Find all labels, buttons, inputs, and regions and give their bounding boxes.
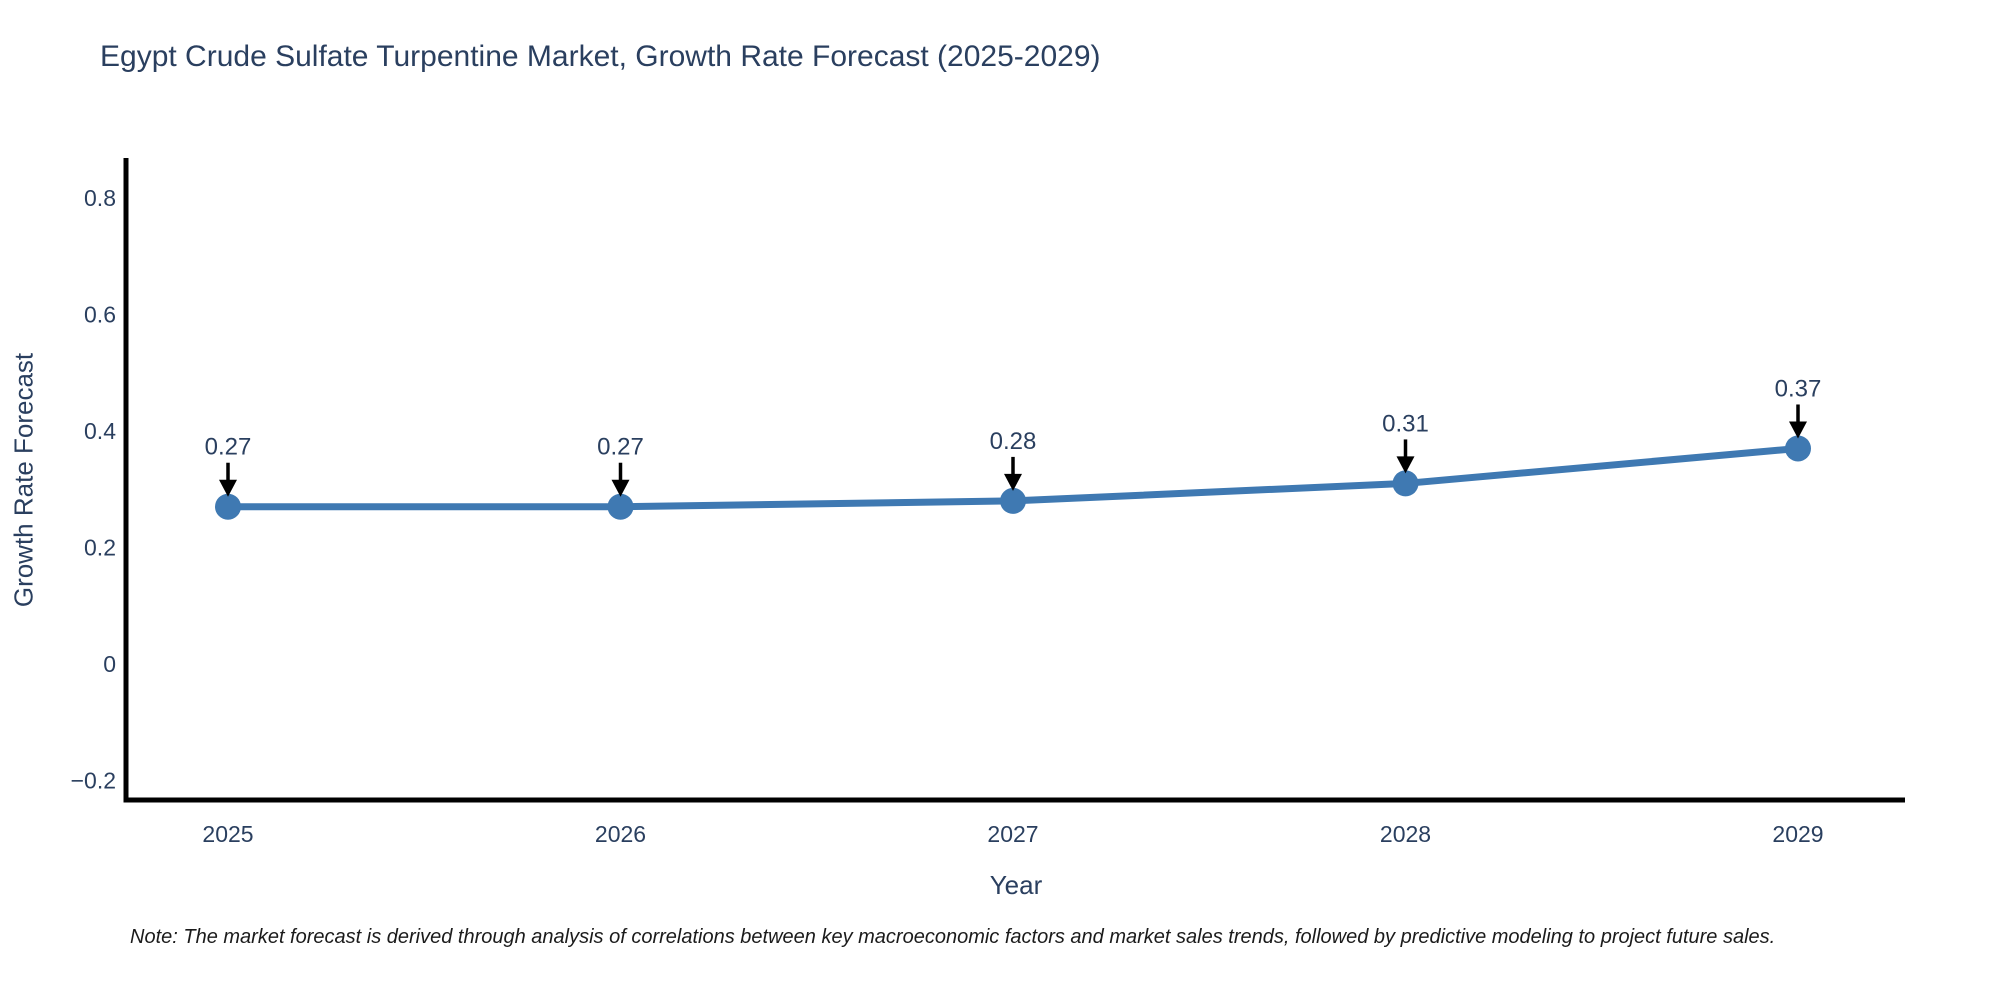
x-tick-label: 2028 bbox=[1380, 821, 1431, 847]
data-point-label: 0.37 bbox=[1775, 375, 1822, 402]
data-point-marker bbox=[215, 493, 241, 520]
chart-title: Egypt Crude Sulfate Turpentine Market, G… bbox=[100, 40, 1101, 73]
data-point-marker bbox=[1785, 435, 1811, 462]
data-point-label: 0.31 bbox=[1382, 410, 1429, 437]
y-tick-label: 0.4 bbox=[84, 418, 116, 444]
annotation-arrow-head bbox=[219, 479, 237, 497]
data-point-label: 0.27 bbox=[205, 434, 252, 461]
footnote: Note: The market forecast is derived thr… bbox=[130, 926, 1776, 948]
x-tick-label: 2026 bbox=[595, 821, 646, 847]
annotation-arrow-head bbox=[611, 479, 630, 497]
x-tick-label: 2025 bbox=[202, 821, 253, 847]
y-tick-label: 0.6 bbox=[84, 302, 116, 328]
data-point-marker bbox=[607, 493, 634, 520]
data-point-marker bbox=[1392, 470, 1419, 497]
x-tick-label: 2029 bbox=[1772, 821, 1823, 847]
x-axis-line bbox=[123, 797, 1905, 803]
data-point-label: 0.27 bbox=[597, 434, 644, 461]
data-point-marker bbox=[1000, 487, 1026, 514]
annotation-arrow-head bbox=[1004, 473, 1022, 491]
annotation-arrow-head bbox=[1789, 421, 1807, 439]
y-axis-line bbox=[123, 158, 129, 803]
x-tick-label: 2027 bbox=[987, 821, 1038, 847]
x-axis-title: Year bbox=[989, 870, 1043, 900]
y-tick-label: 0.2 bbox=[84, 535, 116, 561]
y-tick-label: 0 bbox=[103, 651, 116, 677]
annotation-arrow-head bbox=[1396, 456, 1415, 474]
y-tick-label: 0.8 bbox=[84, 185, 116, 211]
data-point-label: 0.28 bbox=[990, 428, 1037, 455]
y-tick-label: −0.2 bbox=[71, 768, 116, 794]
